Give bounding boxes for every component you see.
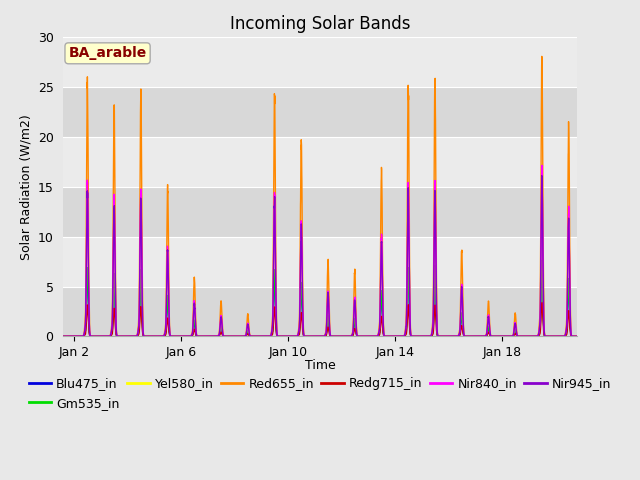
Line: Nir945_in: Nir945_in <box>47 176 609 336</box>
Yel580_in <box>44 334 51 339</box>
Nir840_in <box>460 331 468 337</box>
Gm535_in <box>460 332 468 338</box>
Gm535_in <box>44 334 51 339</box>
Nir840_in <box>44 334 51 339</box>
Nir945_in <box>605 334 612 339</box>
Red655_in <box>276 334 284 339</box>
Blu475_in <box>276 334 284 339</box>
Line: Blu475_in: Blu475_in <box>47 261 609 336</box>
Redg715_in <box>44 334 51 339</box>
Nir840_in <box>605 334 612 339</box>
Blu475_in <box>538 258 546 264</box>
Gm535_in <box>605 334 612 339</box>
Red655_in <box>538 53 546 59</box>
X-axis label: Time: Time <box>305 359 335 372</box>
Gm535_in <box>276 334 284 339</box>
Title: Incoming Solar Bands: Incoming Solar Bands <box>230 15 410 33</box>
Redg715_in <box>596 334 604 339</box>
Nir840_in <box>596 334 604 339</box>
Red655_in <box>428 332 435 338</box>
Red655_in <box>345 334 353 339</box>
Line: Red655_in: Red655_in <box>47 56 609 336</box>
Bar <box>63 287 577 336</box>
Yel580_in <box>605 334 612 339</box>
Nir840_in <box>345 334 353 339</box>
Redg715_in <box>276 334 284 339</box>
Gm535_in <box>538 257 546 263</box>
Yel580_in <box>596 334 604 339</box>
Redg715_in <box>122 334 130 339</box>
Bar <box>63 187 577 237</box>
Nir840_in <box>122 334 130 339</box>
Redg715_in <box>428 333 435 339</box>
Blu475_in <box>44 334 51 339</box>
Nir945_in <box>538 173 546 179</box>
Line: Nir840_in: Nir840_in <box>47 166 609 336</box>
Nir945_in <box>460 331 468 337</box>
Bar <box>63 87 577 137</box>
Nir945_in <box>345 334 353 339</box>
Nir840_in <box>538 163 546 168</box>
Red655_in <box>44 334 51 339</box>
Redg715_in <box>538 300 546 306</box>
Nir945_in <box>276 334 284 339</box>
Legend: Blu475_in, Gm535_in, Yel580_in, Red655_in, Redg715_in, Nir840_in, Nir945_in: Blu475_in, Gm535_in, Yel580_in, Red655_i… <box>24 372 616 415</box>
Red655_in <box>605 334 612 339</box>
Gm535_in <box>345 334 353 339</box>
Gm535_in <box>428 333 435 339</box>
Blu475_in <box>596 334 604 339</box>
Redg715_in <box>460 333 468 339</box>
Yel580_in <box>122 334 130 339</box>
Nir840_in <box>276 334 284 339</box>
Nir945_in <box>428 333 435 338</box>
Bar <box>63 137 577 187</box>
Line: Yel580_in: Yel580_in <box>47 173 609 336</box>
Nir945_in <box>122 334 130 339</box>
Red655_in <box>122 334 130 339</box>
Yel580_in <box>428 333 435 338</box>
Text: BA_arable: BA_arable <box>68 46 147 60</box>
Yel580_in <box>276 334 284 339</box>
Blu475_in <box>345 334 353 339</box>
Bar <box>63 237 577 287</box>
Redg715_in <box>605 334 612 339</box>
Line: Gm535_in: Gm535_in <box>47 260 609 336</box>
Blu475_in <box>428 333 435 339</box>
Nir945_in <box>596 334 604 339</box>
Nir840_in <box>428 333 435 338</box>
Blu475_in <box>605 334 612 339</box>
Red655_in <box>460 329 468 335</box>
Bar <box>63 37 577 87</box>
Gm535_in <box>122 334 130 339</box>
Yel580_in <box>460 331 468 337</box>
Nir945_in <box>44 334 51 339</box>
Yel580_in <box>538 170 546 176</box>
Line: Redg715_in: Redg715_in <box>47 303 609 336</box>
Blu475_in <box>122 334 130 339</box>
Y-axis label: Solar Radiation (W/m2): Solar Radiation (W/m2) <box>19 114 32 260</box>
Red655_in <box>596 334 604 339</box>
Gm535_in <box>596 334 604 339</box>
Blu475_in <box>460 333 468 338</box>
Redg715_in <box>345 334 353 339</box>
Yel580_in <box>345 334 353 339</box>
